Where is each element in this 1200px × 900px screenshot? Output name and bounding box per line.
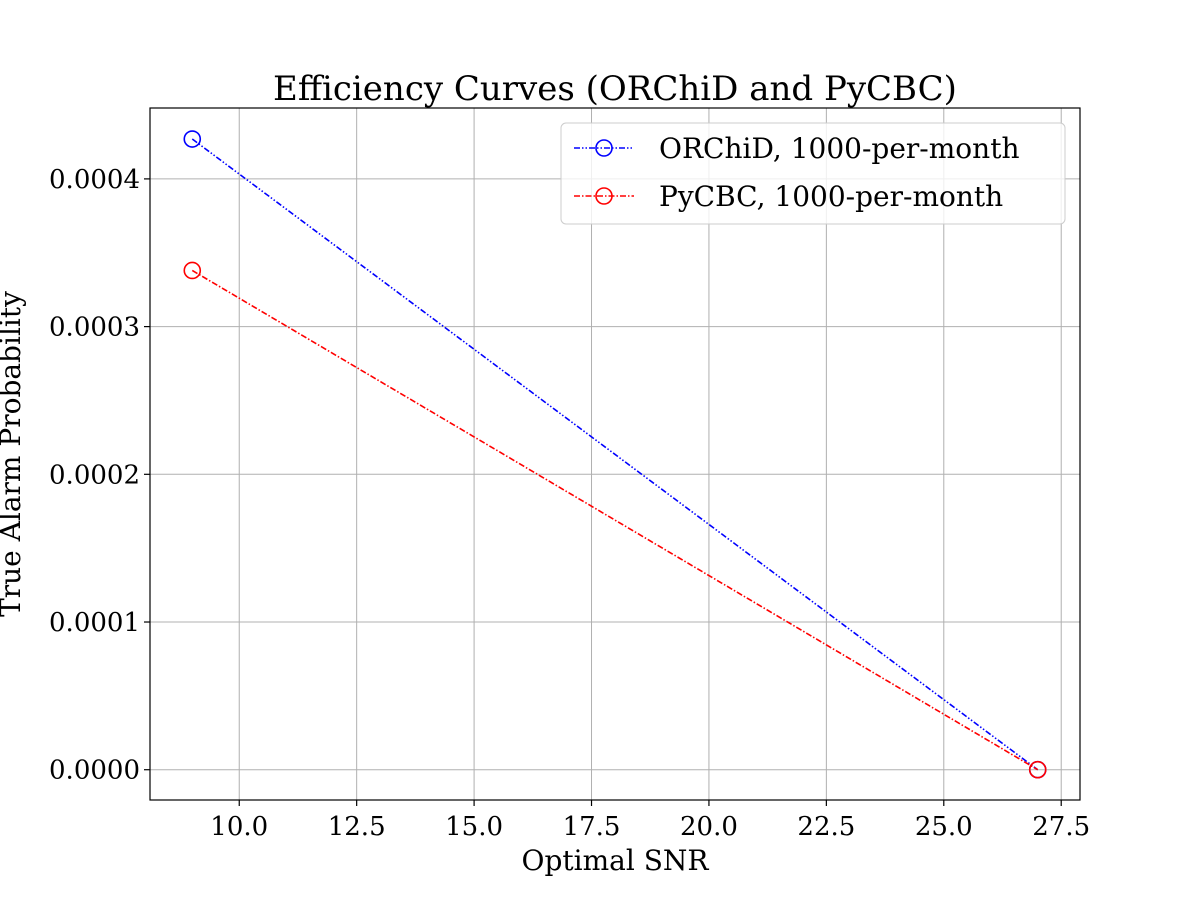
y-axis-ticks: 0.0000 0.0001 0.0002 0.0003 0.0004 [49,165,150,786]
y-tick-label: 0.0000 [49,756,140,786]
legend-entry: PyCBC, 1000-per-month [574,180,1003,213]
legend-label: ORChiD, 1000-per-month [659,132,1020,165]
legend: ORChiD, 1000-per-month PyCBC, 1000-per-mo… [560,122,1066,225]
x-tick-label: 10.0 [210,812,268,842]
x-tick-label: 12.5 [328,812,386,842]
x-tick-label: 15.0 [445,812,503,842]
x-axis-label: Optimal SNR [522,844,710,877]
legend-label: PyCBC, 1000-per-month [659,180,1003,213]
x-tick-label: 20.0 [680,812,738,842]
y-tick-label: 0.0001 [49,608,140,638]
legend-marker [595,139,613,157]
series-pycbc [183,261,1047,779]
plot-area-frame [149,107,1081,801]
chart-title: Efficiency Curves (ORChiD and PyCBC) [273,69,957,109]
legend-box [560,122,1066,225]
x-tick-label: 27.5 [1032,812,1090,842]
data-point-marker [183,130,202,148]
series-line [191,138,1039,771]
legend-marker [595,187,613,205]
x-axis-ticks: 10.0 12.5 15.0 17.5 20.0 22.5 25.0 27.5 [210,800,1090,842]
x-tick-label: 25.0 [915,812,973,842]
y-tick-label: 0.0002 [49,460,140,490]
series-line [191,269,1039,771]
data-point-marker [183,261,202,280]
y-tick-label: 0.0003 [49,313,140,343]
legend-entry: ORChiD, 1000-per-month [574,132,1020,165]
data-point-marker [1028,760,1047,779]
y-axis-label: True Alarm Probability [0,291,27,617]
x-tick-label: 17.5 [563,812,621,842]
plot-series [183,130,1047,779]
x-tick-label: 22.5 [797,812,855,842]
series-orchid [183,130,1047,779]
y-tick-label: 0.0004 [49,165,140,195]
